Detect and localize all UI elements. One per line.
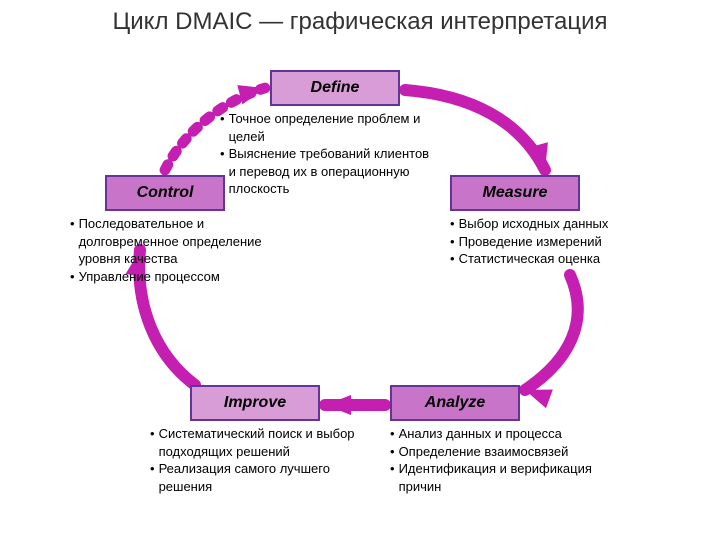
- bullet-dot-icon: •: [390, 443, 395, 461]
- bullet-text: Статистическая оценка: [459, 250, 601, 268]
- bullet-dot-icon: •: [450, 233, 455, 251]
- arrowhead-control-to-define: [237, 85, 265, 104]
- bullet-dot-icon: •: [450, 250, 455, 268]
- bullet-dot-icon: •: [150, 460, 155, 478]
- stage-box-improve: Improve: [190, 385, 320, 421]
- stage-box-control: Control: [105, 175, 225, 211]
- stage-bullets-measure: •Выбор исходных данных•Проведение измере…: [450, 215, 650, 268]
- arrowhead-measure-to-analyze: [525, 389, 553, 408]
- bullet-text: Последовательное и долговременное опреде…: [79, 215, 275, 268]
- bullet-text: Выбор исходных данных: [459, 215, 609, 233]
- bullet-item: •Выбор исходных данных: [450, 215, 650, 233]
- bullet-item: •Последовательное и долговременное опред…: [70, 215, 275, 268]
- stage-bullets-define: •Точное определение проблем и целей•Выяс…: [220, 110, 430, 198]
- stage-box-define: Define: [270, 70, 400, 106]
- bullet-dot-icon: •: [220, 145, 225, 163]
- bullet-text: Точное определение проблем и целей: [229, 110, 430, 145]
- stage-bullets-analyze: •Анализ данных и процесса•Определение вз…: [390, 425, 610, 495]
- arrow-measure-to-analyze: [525, 275, 578, 390]
- dmaic-cycle-canvas: Define•Точное определение проблем и целе…: [0, 40, 720, 540]
- stage-label-analyze: Analyze: [425, 394, 485, 412]
- bullet-item: •Точное определение проблем и целей: [220, 110, 430, 145]
- bullet-item: •Идентификация и верификация причин: [390, 460, 610, 495]
- bullet-text: Реализация самого лучшего решения: [159, 460, 370, 495]
- bullet-dot-icon: •: [70, 215, 75, 233]
- bullet-dot-icon: •: [390, 460, 395, 478]
- bullet-dot-icon: •: [70, 268, 75, 286]
- stage-label-define: Define: [311, 79, 360, 97]
- bullet-dot-icon: •: [220, 110, 225, 128]
- bullet-text: Идентификация и верификация причин: [399, 460, 610, 495]
- stage-box-measure: Measure: [450, 175, 580, 211]
- stage-label-improve: Improve: [224, 394, 286, 412]
- bullet-text: Систематический поиск и выбор подходящих…: [159, 425, 370, 460]
- bullet-text: Выяснение требований клиентов и перевод …: [229, 145, 430, 198]
- stage-label-measure: Measure: [483, 184, 548, 202]
- bullet-item: •Определение взаимосвязей: [390, 443, 610, 461]
- bullet-dot-icon: •: [390, 425, 395, 443]
- bullet-item: •Проведение измерений: [450, 233, 650, 251]
- bullet-item: •Реализация самого лучшего решения: [150, 460, 370, 495]
- page-title: Цикл DMAIC — графическая интерпретация: [0, 8, 720, 36]
- arrowhead-analyze-to-improve: [325, 395, 351, 415]
- stage-bullets-improve: •Систематический поиск и выбор подходящи…: [150, 425, 370, 495]
- stage-label-control: Control: [137, 184, 194, 202]
- bullet-text: Определение взаимосвязей: [399, 443, 569, 461]
- bullet-item: •Анализ данных и процесса: [390, 425, 610, 443]
- bullet-text: Проведение измерений: [459, 233, 602, 251]
- arrowhead-define-to-measure: [529, 142, 548, 170]
- bullet-dot-icon: •: [150, 425, 155, 443]
- bullet-item: •Управление процессом: [70, 268, 275, 286]
- bullet-dot-icon: •: [450, 215, 455, 233]
- bullet-text: Управление процессом: [79, 268, 220, 286]
- stage-box-analyze: Analyze: [390, 385, 520, 421]
- bullet-item: •Выяснение требований клиентов и перевод…: [220, 145, 430, 198]
- bullet-text: Анализ данных и процесса: [399, 425, 562, 443]
- bullet-item: •Статистическая оценка: [450, 250, 650, 268]
- bullet-item: •Систематический поиск и выбор подходящи…: [150, 425, 370, 460]
- stage-bullets-control: •Последовательное и долговременное опред…: [70, 215, 275, 285]
